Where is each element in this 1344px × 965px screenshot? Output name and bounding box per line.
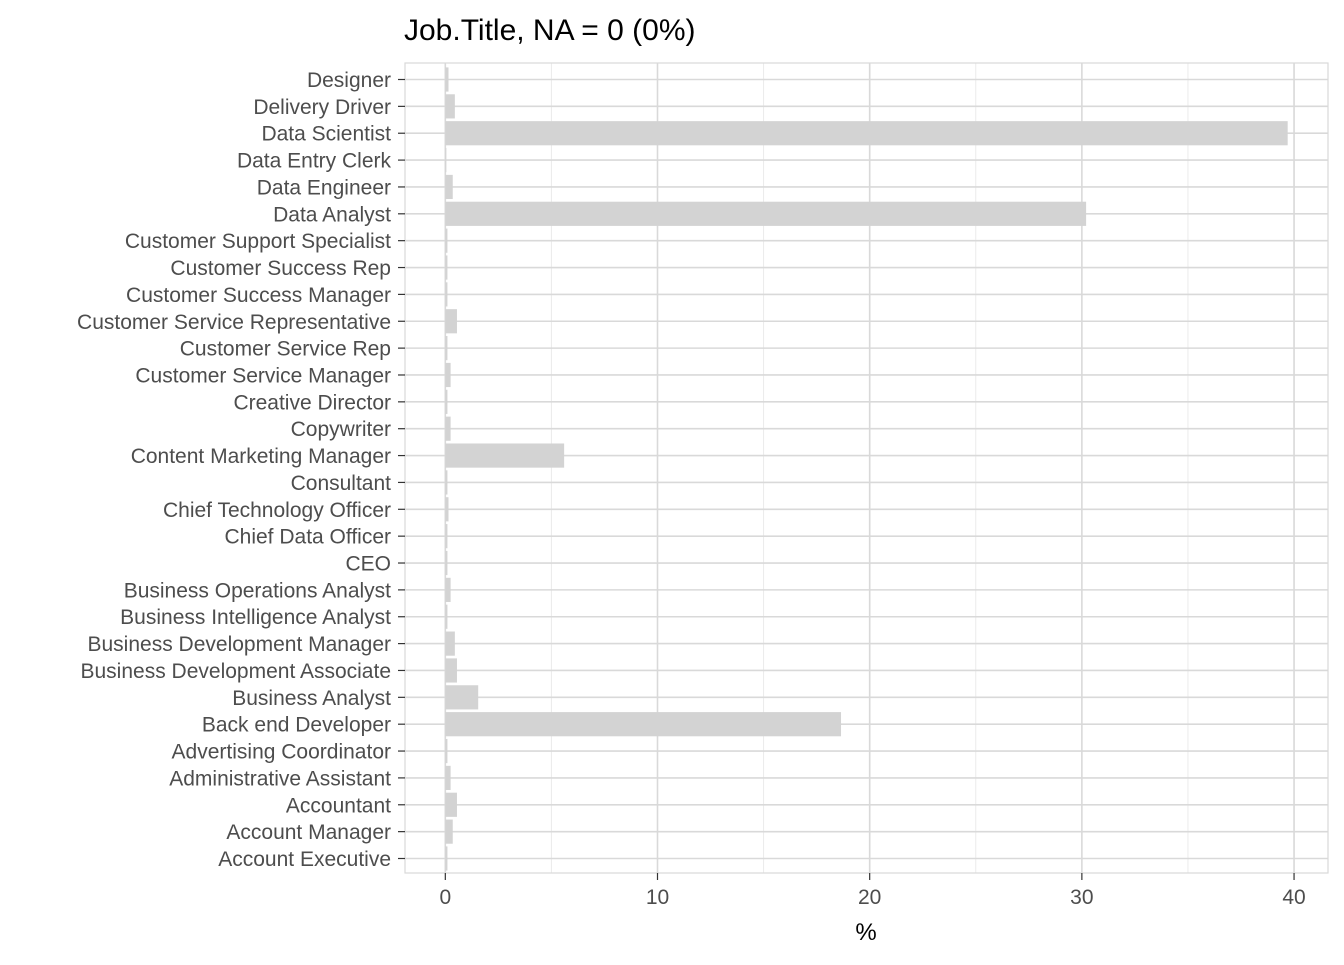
bar	[445, 577, 451, 602]
y-tick-label: Customer Service Manager	[135, 364, 391, 387]
x-axis-title: %	[855, 919, 876, 946]
bar	[445, 174, 453, 200]
y-tick-label: Customer Support Specialist	[125, 230, 391, 253]
x-tick-label: 0	[439, 886, 451, 909]
y-tick-label: Customer Success Rep	[170, 257, 391, 280]
bar	[445, 255, 448, 280]
y-tick-label: Customer Service Representative	[77, 311, 391, 334]
y-tick-label: Copywriter	[291, 418, 391, 441]
y-tick-label: Account Executive	[218, 848, 391, 871]
bar	[445, 121, 1288, 146]
bar	[445, 443, 565, 468]
bar	[445, 738, 448, 764]
bar	[445, 336, 448, 361]
bar	[445, 389, 448, 414]
bar	[445, 604, 448, 629]
y-tick-label: Business Operations Analyst	[124, 579, 391, 602]
bar	[445, 685, 479, 710]
y-tick-label: Data Engineer	[257, 176, 391, 199]
y-tick-label: CEO	[345, 553, 391, 576]
y-tick-label: Administrative Assistant	[169, 767, 391, 790]
bar	[445, 94, 455, 119]
bar	[445, 67, 449, 92]
bar	[445, 470, 448, 495]
grid-lines	[405, 63, 1328, 873]
y-tick-label: Business Development Manager	[88, 633, 392, 656]
x-tick-label: 30	[1070, 886, 1093, 909]
bar	[445, 631, 455, 656]
bar	[445, 712, 842, 737]
bar	[445, 524, 448, 549]
y-tick-label: Data Scientist	[261, 123, 391, 146]
y-tick-label: Consultant	[291, 472, 392, 495]
bar	[445, 416, 451, 441]
bar	[445, 309, 457, 334]
y-tick-label: Chief Technology Officer	[163, 499, 391, 522]
bar	[445, 497, 449, 522]
bar	[445, 147, 447, 173]
bar	[445, 819, 453, 844]
y-tick-label: Business Analyst	[232, 687, 391, 710]
y-tick-label: Business Intelligence Analyst	[120, 606, 391, 629]
plot-panel-border	[404, 62, 1329, 874]
x-tick-label: 20	[858, 886, 881, 909]
x-axis: 0 10 20 30 40	[439, 873, 1306, 909]
bar	[445, 792, 457, 817]
bar	[445, 658, 457, 683]
y-tick-label: Customer Success Manager	[126, 284, 391, 307]
bar	[445, 362, 451, 388]
bars	[445, 67, 1288, 871]
bar	[445, 550, 448, 576]
y-tick-label: Data Analyst	[273, 203, 391, 226]
bar	[445, 846, 448, 871]
bar	[445, 282, 448, 307]
y-tick-label: Customer Service Rep	[180, 338, 391, 361]
x-tick-label: 40	[1282, 886, 1305, 909]
x-tick-label: 10	[646, 886, 669, 909]
y-tick-label: Designer	[307, 69, 391, 92]
bar	[445, 765, 451, 791]
y-tick-label: Data Entry Clerk	[237, 150, 392, 173]
y-tick-label: Chief Data Officer	[224, 526, 391, 549]
y-tick-label: Back end Developer	[202, 714, 391, 737]
y-tick-label: Delivery Driver	[253, 96, 391, 119]
bar	[445, 228, 448, 253]
y-tick-label: Account Manager	[226, 821, 391, 844]
y-tick-label: Content Marketing Manager	[131, 445, 391, 468]
bar	[445, 201, 1087, 226]
y-tick-label: Accountant	[286, 794, 391, 817]
y-tick-label: Creative Director	[233, 391, 391, 414]
y-tick-label: Advertising Coordinator	[172, 741, 391, 764]
chart-title: Job.Title, NA = 0 (0%)	[404, 14, 696, 47]
y-tick-label: Business Development Associate	[81, 660, 392, 683]
y-axis: Designer Delivery Driver Data Scientist Dat…	[77, 69, 405, 871]
